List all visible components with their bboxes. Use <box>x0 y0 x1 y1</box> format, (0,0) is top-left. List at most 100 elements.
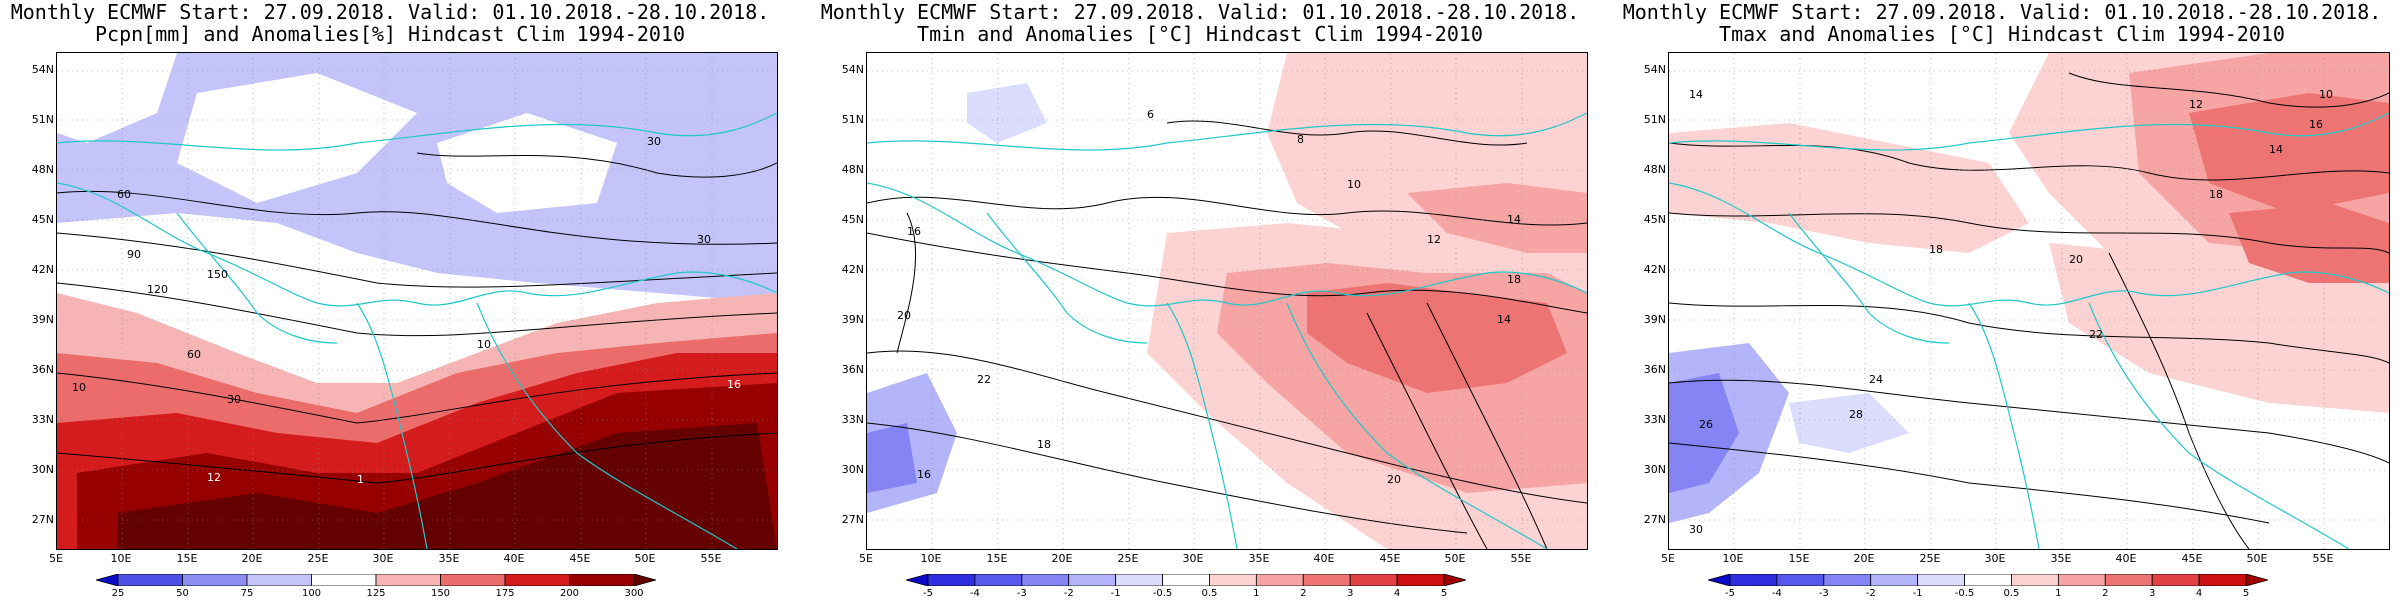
colorbar-segment <box>2057 574 2106 586</box>
lon-label: 5E <box>1661 552 1675 565</box>
lat-label: 33N <box>31 413 54 426</box>
colorbar-tick-label: 1 <box>2055 588 2062 599</box>
colorbar-segment <box>504 574 570 586</box>
colorbar-segment <box>117 574 183 586</box>
lon-label: 45E <box>1379 552 1401 565</box>
lat-label: 54N <box>841 63 864 76</box>
contour-label: 20 <box>897 309 911 322</box>
contour-label: 22 <box>977 373 991 386</box>
lon-label: 15E <box>1788 552 1810 565</box>
colorbar-tick-label: 125 <box>366 588 386 599</box>
lon-label: 10E <box>920 552 942 565</box>
lat-label: 48N <box>1643 163 1666 176</box>
colorbar-segment <box>1729 574 1778 586</box>
contour-label: 12 <box>1427 233 1441 246</box>
colorbar-segment <box>1917 574 1965 586</box>
colorbar-segment <box>1162 574 1210 586</box>
colorbar-tick-label: -2 <box>1865 588 1876 599</box>
colorbar-tick-label: 3 <box>2148 588 2156 599</box>
lat-label: 39N <box>1643 313 1666 326</box>
colorbar-tick-label: 0.5 <box>2003 588 2020 599</box>
lat-label: 54N <box>31 63 54 76</box>
lon-label: 30E <box>1182 552 1204 565</box>
contour-label: 20 <box>1387 473 1401 486</box>
contour-label: 60 <box>187 348 201 361</box>
contour-label: 10 <box>1347 178 1361 191</box>
lon-label: 20E <box>1853 552 1875 565</box>
lat-label: 36N <box>31 363 54 376</box>
colorbar-tick-label: 100 <box>301 588 322 599</box>
colorbar-tick-label: 2 <box>2102 588 2109 599</box>
lon-label: 20E <box>1051 552 1073 565</box>
contour-label: 30 <box>1689 523 1703 536</box>
contour-label: 18 <box>2209 188 2223 201</box>
colorbar-segment <box>1349 574 1398 586</box>
colorbar-tick-label: 4 <box>1393 588 1401 599</box>
contour-label: 16 <box>907 225 921 238</box>
lon-label: 35E <box>438 552 460 565</box>
lon-label: 10E <box>1722 552 1744 565</box>
colorbar-segment <box>2104 574 2153 586</box>
colorbar-segment <box>246 574 312 586</box>
contour-label: 14 <box>1497 313 1511 326</box>
contour-label: 18 <box>1037 438 1051 451</box>
colorbar-tick-label: 5 <box>2242 588 2250 599</box>
lat-label: 30N <box>1643 463 1666 476</box>
colorbar-tick-label: -1 <box>1912 588 1923 599</box>
colorbar-segment <box>2198 574 2247 586</box>
lon-label: 55E <box>700 552 722 565</box>
colorbar-tick-label: 5 <box>1440 588 1448 599</box>
tmin-map: 6 8 10 12 14 16 18 20 22 20 18 16 14 <box>866 52 1588 550</box>
panel-title-line2: Tmax and Anomalies [°C] Hindcast Clim 19… <box>1719 22 2285 46</box>
colorbar-segment <box>1396 574 1445 586</box>
colorbar-tick-label: -1 <box>1110 588 1121 599</box>
colorbar-tick-label: -5 <box>1725 588 1735 599</box>
lat-label: 33N <box>841 413 864 426</box>
lon-label: 5E <box>49 552 63 565</box>
colorbar-arrow-left <box>96 574 119 586</box>
lon-label: 25E <box>1919 552 1941 565</box>
colorbar-tick-label: 300 <box>624 588 644 599</box>
lon-label: 30E <box>372 552 394 565</box>
contour-label: 14 <box>1689 88 1703 101</box>
lon-label: 20E <box>241 552 263 565</box>
lat-label: 51N <box>841 113 864 126</box>
lat-label: 48N <box>31 163 54 176</box>
tmin-panel: Monthly ECMWF Start: 27.09.2018. Valid: … <box>810 0 1590 600</box>
contour-label: 26 <box>1699 418 1713 431</box>
contour-label: 14 <box>1507 213 1521 226</box>
lon-label: 50E <box>634 552 656 565</box>
colorbar-segment <box>440 574 506 586</box>
lon-label: 45E <box>2181 552 2203 565</box>
contour-label: 12 <box>2189 98 2203 111</box>
lon-label: 15E <box>176 552 198 565</box>
lon-label: 40E <box>1313 552 1335 565</box>
contour-label: 14 <box>2269 143 2283 156</box>
contour-label: 30 <box>697 233 711 246</box>
colorbar-tick-label: 0.5 <box>1201 588 1218 599</box>
lon-label: 45E <box>569 552 591 565</box>
precipitation-panel: Monthly ECMWF Start: 27.09.2018. Valid: … <box>0 0 780 600</box>
colorbar-segment <box>2151 574 2200 586</box>
colorbar-tick-label: 150 <box>430 588 451 599</box>
colorbar-segment <box>1776 574 1825 586</box>
lat-label: 30N <box>31 463 54 476</box>
colorbar-segment <box>1115 574 1163 586</box>
lat-label: 45N <box>31 213 54 226</box>
lon-label: 25E <box>307 552 329 565</box>
colorbar-tick-label: 175 <box>495 588 515 599</box>
colorbar-tick-label: -4 <box>969 588 980 599</box>
contour-label: 12 <box>207 471 221 484</box>
colorbar-tick-label: 75 <box>240 588 254 599</box>
colorbar-segment <box>1021 574 1070 586</box>
lat-label: 51N <box>1643 113 1666 126</box>
contour-label: 6 <box>1147 108 1154 121</box>
colorbar <box>906 574 1466 586</box>
colorbar-segment <box>375 574 441 586</box>
contour-label: 18 <box>1507 273 1521 286</box>
colorbar-tick-label: -3 <box>1818 588 1829 599</box>
lon-label: 30E <box>1984 552 2006 565</box>
lat-label: 51N <box>31 113 54 126</box>
contour-label: 16 <box>917 468 931 481</box>
panel-title-line1: Monthly ECMWF Start: 27.09.2018. Valid: … <box>10 0 770 24</box>
